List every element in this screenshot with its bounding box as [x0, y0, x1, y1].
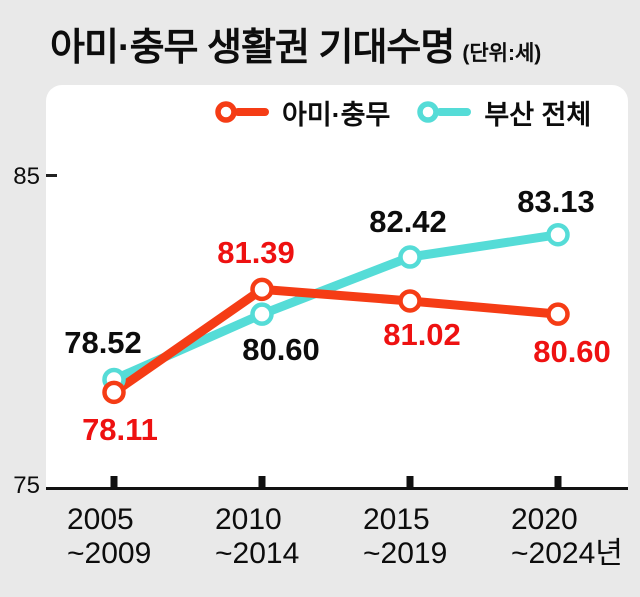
y-axis-label-85: 85 [13, 163, 40, 190]
x-label-line1: 2015 [363, 503, 430, 536]
x-label-line1: 2020 [511, 503, 578, 536]
legend-item-busan-total: 부산 전체 [416, 93, 591, 132]
x-axis-label-2020-2024: 2020 ~2024년 [511, 503, 623, 571]
legend-label-ami-chungmu: 아미·충무 [282, 99, 391, 130]
chart-title: 아미·충무 생활권 기대수명 (단위:세) [50, 16, 541, 71]
legend: 아미·충무 부산 전체 [214, 94, 591, 130]
data-label-ami-1: 78.11 [82, 412, 158, 447]
data-label-ami-3: 81.02 [383, 317, 461, 352]
x-label-line2: ~2014 [215, 537, 300, 570]
data-label-ami-4: 80.60 [533, 334, 611, 369]
x-label-line2: ~2019 [363, 537, 448, 570]
unit-label: (단위:세) [462, 42, 542, 65]
x-label-line1: 2010 [215, 503, 282, 536]
x-label-line2: ~2024년 [511, 537, 623, 570]
data-label-ami-2: 81.39 [217, 235, 295, 270]
x-label-line2: ~2009 [67, 537, 152, 570]
x-axis-label-2015-2019: 2015 ~2019 [363, 503, 447, 571]
data-label-busan-1: 78.52 [64, 325, 142, 360]
data-label-busan-2: 80.60 [242, 332, 320, 367]
y-axis-label-75: 75 [13, 472, 40, 499]
line-marker-icon [215, 101, 269, 123]
legend-item-ami-chungmu: 아미·충무 [214, 93, 390, 132]
x-axis-label-2010-2014: 2010 ~2014 [215, 503, 299, 571]
line-marker-icon [417, 101, 472, 123]
x-label-line1: 2005 [67, 503, 134, 536]
data-label-busan-3: 82.42 [369, 204, 447, 239]
x-axis-label-2005-2009: 2005 ~2009 [67, 503, 151, 571]
legend-label-busan-total: 부산 전체 [484, 99, 592, 130]
chart-title-text: 아미·충무 생활권 기대수명 [50, 27, 455, 69]
data-label-busan-4: 83.13 [517, 184, 595, 219]
y-axis-tick-dash [46, 174, 57, 177]
